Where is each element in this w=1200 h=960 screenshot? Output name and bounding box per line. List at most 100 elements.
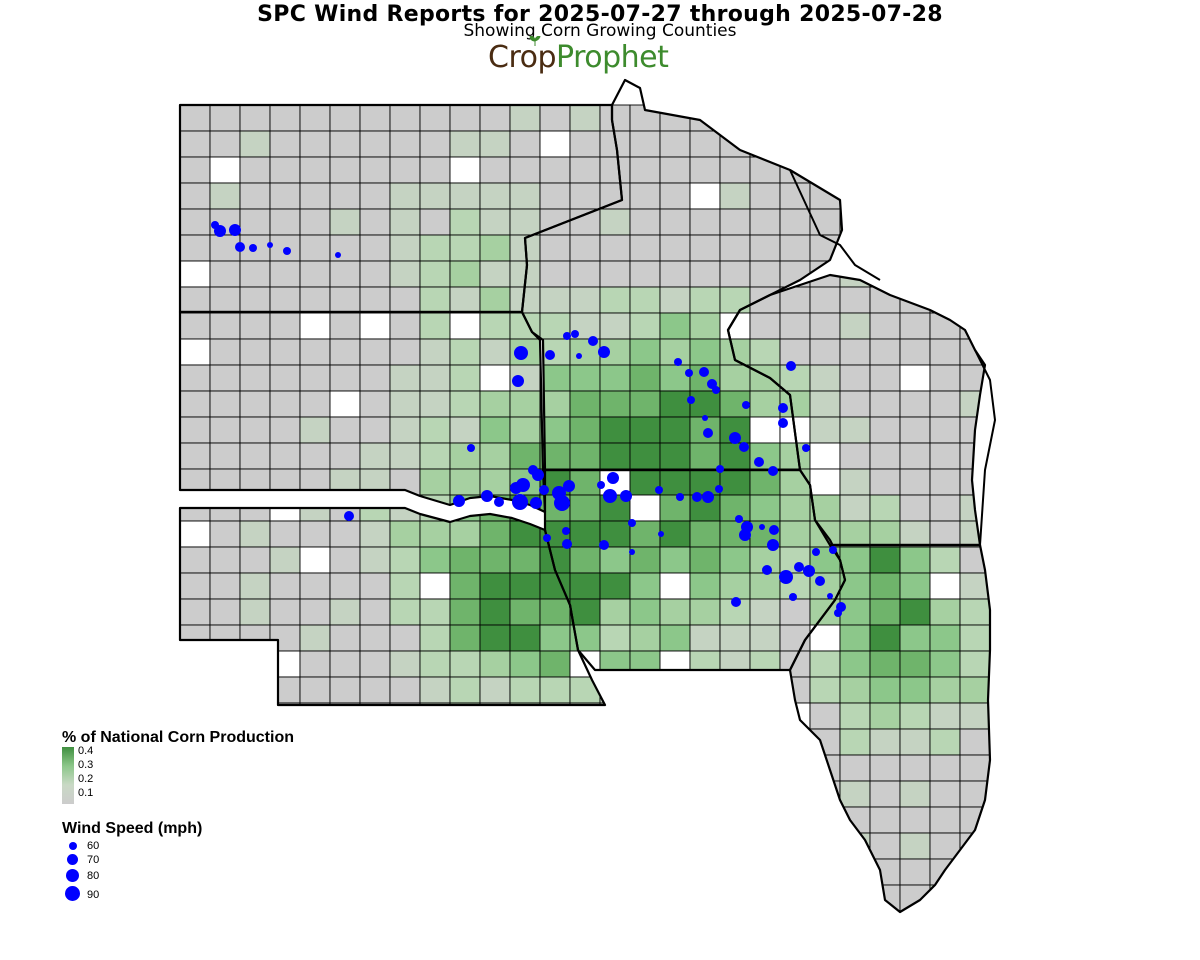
county-cell bbox=[389, 572, 421, 600]
county-cell bbox=[479, 260, 511, 288]
wind-report-dot bbox=[344, 511, 354, 521]
county-cell bbox=[929, 624, 961, 652]
county-cell bbox=[989, 468, 990, 496]
county-cell bbox=[779, 494, 811, 522]
county-cell bbox=[419, 104, 451, 132]
county-cell bbox=[389, 858, 421, 886]
state-borders bbox=[178, 78, 996, 914]
county-cell bbox=[629, 676, 661, 704]
county-cell bbox=[989, 364, 990, 392]
county-cell bbox=[449, 104, 481, 132]
county-cell bbox=[209, 676, 241, 704]
county-cell bbox=[839, 364, 871, 392]
county-cell bbox=[180, 260, 211, 288]
county-cell bbox=[509, 676, 541, 704]
county-cell bbox=[719, 260, 751, 288]
county-cell bbox=[569, 156, 601, 184]
county-cell bbox=[629, 208, 661, 236]
wind-report-dot bbox=[530, 497, 542, 509]
county-cell bbox=[809, 312, 841, 340]
county-cell bbox=[180, 208, 211, 236]
wind-report-dot bbox=[563, 332, 571, 340]
county-cell bbox=[299, 884, 331, 912]
county-cell bbox=[779, 832, 811, 860]
county-cell bbox=[839, 442, 871, 470]
county-cell bbox=[329, 806, 361, 834]
county-cell bbox=[779, 858, 811, 886]
county-cell bbox=[659, 832, 691, 860]
wisconsin-outline bbox=[726, 273, 987, 547]
county-cell bbox=[599, 260, 631, 288]
county-cell bbox=[839, 468, 871, 496]
county-cell bbox=[839, 858, 871, 886]
county-cell bbox=[749, 754, 781, 782]
county-cell bbox=[449, 390, 481, 418]
county-cell bbox=[629, 832, 661, 860]
county-cell bbox=[719, 364, 751, 392]
wind-report-dot bbox=[655, 486, 663, 494]
county-cell bbox=[599, 650, 631, 678]
county-cell bbox=[989, 910, 990, 912]
county-cell bbox=[359, 546, 391, 574]
county-cell bbox=[419, 286, 451, 314]
county-cell bbox=[929, 208, 961, 236]
county-cell bbox=[449, 364, 481, 392]
county-cell bbox=[719, 910, 751, 912]
county-cell bbox=[839, 650, 871, 678]
county-cell bbox=[479, 130, 511, 158]
county-cell bbox=[389, 910, 421, 912]
county-cell bbox=[419, 572, 451, 600]
county-cell bbox=[899, 104, 931, 132]
county-cell bbox=[809, 572, 841, 600]
county-cell bbox=[539, 156, 571, 184]
county-cell bbox=[989, 858, 990, 886]
county-cell bbox=[809, 338, 841, 366]
chart-title: SPC Wind Reports for 2025-07-27 through … bbox=[257, 2, 943, 27]
county-cell bbox=[689, 156, 721, 184]
wind-size-dot bbox=[66, 869, 79, 882]
county-cell bbox=[959, 390, 990, 418]
county-cell bbox=[299, 234, 331, 262]
county-cell bbox=[659, 676, 691, 704]
wind-size-label: 60 bbox=[87, 840, 100, 852]
county-cell bbox=[209, 156, 241, 184]
county-cell bbox=[959, 182, 990, 210]
wind-report-dot bbox=[674, 358, 682, 366]
county-cell bbox=[749, 338, 781, 366]
county-cell bbox=[719, 182, 751, 210]
county-cell bbox=[629, 286, 661, 314]
wind-report-dot bbox=[453, 495, 465, 507]
county-cell bbox=[180, 676, 211, 704]
county-cell bbox=[989, 442, 990, 470]
wind-size-dot bbox=[69, 842, 77, 850]
wind-report-dot bbox=[229, 224, 241, 236]
county-cell bbox=[569, 416, 601, 444]
county-cell bbox=[269, 650, 301, 678]
county-cell bbox=[269, 104, 301, 132]
county-cell bbox=[749, 572, 781, 600]
county-cell bbox=[689, 858, 721, 886]
county-cell bbox=[749, 312, 781, 340]
county-cell bbox=[329, 780, 361, 808]
county-cell bbox=[809, 702, 841, 730]
county-cell bbox=[389, 338, 421, 366]
county-cell bbox=[569, 754, 601, 782]
county-cell bbox=[180, 104, 211, 132]
county-cell bbox=[899, 858, 931, 886]
county-cell bbox=[569, 234, 601, 262]
county-cell bbox=[839, 234, 871, 262]
county-cell bbox=[869, 754, 901, 782]
county-cell bbox=[869, 260, 901, 288]
county-cell bbox=[449, 676, 481, 704]
county-cell bbox=[449, 702, 481, 730]
county-cell bbox=[779, 520, 811, 548]
county-cell bbox=[569, 832, 601, 860]
county-cell bbox=[359, 650, 391, 678]
wind-report-dot bbox=[267, 242, 273, 248]
county-cell bbox=[359, 390, 391, 418]
county-cell bbox=[299, 650, 331, 678]
county-cell bbox=[659, 702, 691, 730]
county-cell bbox=[209, 520, 241, 548]
county-cell bbox=[719, 468, 751, 496]
county-cell bbox=[389, 780, 421, 808]
